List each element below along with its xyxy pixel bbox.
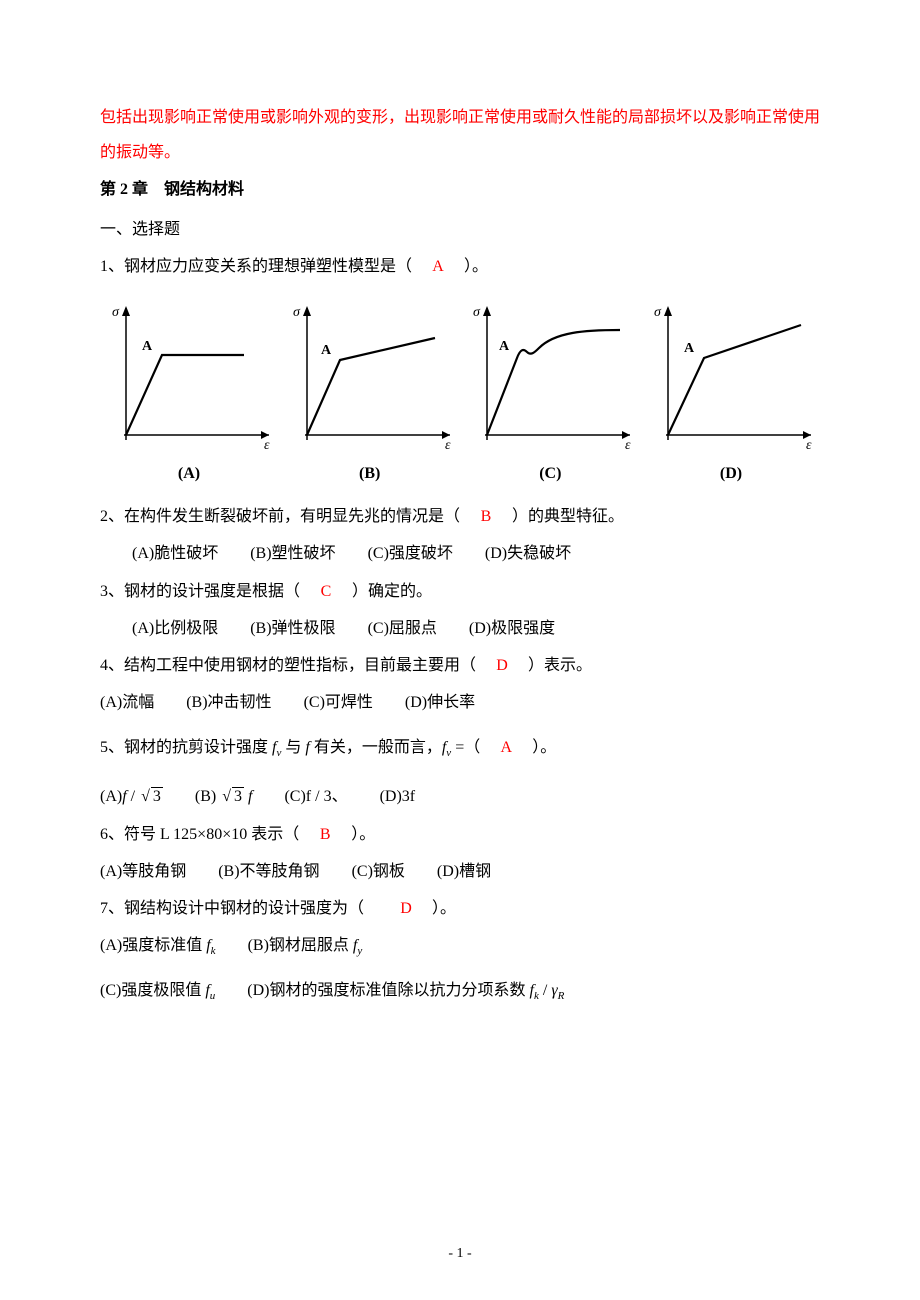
figure-c: σ ε A (C) bbox=[465, 300, 635, 491]
q7-optc-text: (C)强度极限值 bbox=[100, 982, 205, 999]
figure-b: σ ε A (B) bbox=[285, 300, 455, 491]
q3-prefix: 3、钢材的设计强度是根据（ bbox=[100, 583, 316, 600]
q7-opt-d: (D)钢材的强度标准值除以抗力分项系数 fk / γR bbox=[247, 973, 564, 1008]
q6-opt-c: (C)钢板 bbox=[352, 854, 405, 889]
q4-options: (A)流幅 (B)冲击韧性 (C)可焊性 (D)伸长率 bbox=[100, 685, 820, 720]
q6-answer: B bbox=[315, 817, 335, 852]
q4-opt-d: (D)伸长率 bbox=[405, 685, 475, 720]
svg-text:ε: ε bbox=[625, 438, 631, 450]
q2-opt-b: (B)塑性破坏 bbox=[250, 536, 335, 571]
svg-text:ε: ε bbox=[264, 438, 270, 450]
question-6: 6、符号 L 125×80×10 表示（ B ）。 bbox=[100, 817, 820, 852]
q6-options: (A)等肢角钢 (B)不等肢角钢 (C)钢板 (D)槽钢 bbox=[100, 854, 820, 889]
q7-optd-text: (D)钢材的强度标准值除以抗力分项系数 bbox=[247, 982, 529, 999]
q4-opt-a: (A)流幅 bbox=[100, 685, 154, 720]
q3-options: (A)比例极限 (B)弹性极限 (C)屈服点 (D)极限强度 bbox=[100, 611, 820, 646]
q3-opt-d: (D)极限强度 bbox=[469, 611, 555, 646]
svg-text:σ: σ bbox=[654, 305, 662, 320]
q3-opt-b: (B)弹性极限 bbox=[250, 611, 335, 646]
svg-text:A: A bbox=[499, 339, 510, 354]
svg-text:ε: ε bbox=[445, 438, 451, 450]
q2-opt-c: (C)强度破坏 bbox=[368, 536, 453, 571]
q5-opta-label: (A) bbox=[100, 788, 122, 805]
page-number: - 1 - bbox=[0, 1239, 920, 1270]
svg-text:A: A bbox=[684, 341, 695, 356]
section-heading: 一、选择题 bbox=[100, 212, 820, 247]
q6-suffix: ）。 bbox=[335, 826, 375, 843]
q4-answer: D bbox=[492, 648, 512, 683]
q1-prefix: 1、钢材应力应变关系的理想弹塑性模型是（ bbox=[100, 258, 428, 275]
question-5: 5、钢材的抗剪设计强度 fv 与 f 有关，一般而言，fv =（ A ）。 bbox=[100, 730, 820, 765]
q7-suffix: ）。 bbox=[416, 900, 456, 917]
q7-optb-text: (B)钢材屈服点 bbox=[248, 937, 353, 954]
q7-options-line1: (A)强度标准值 fk (B)钢材屈服点 fy bbox=[100, 928, 820, 963]
intro-paragraph: 包括出现影响正常使用或影响外观的变形，出现影响正常使用或耐久性能的局部损坏以及影… bbox=[100, 100, 820, 170]
q7-options-line2: (C)强度极限值 fu (D)钢材的强度标准值除以抗力分项系数 fk / γR bbox=[100, 973, 820, 1008]
q7-opt-a: (A)强度标准值 fk bbox=[100, 928, 216, 963]
q2-answer: B bbox=[476, 499, 496, 534]
svg-text:σ: σ bbox=[293, 305, 301, 320]
q2-prefix: 2、在构件发生断裂破坏前，有明显先兆的情况是（ bbox=[100, 508, 476, 525]
q5-options: (A)f / 3 (B) 3 f (C)f / 3、 (D)3f bbox=[100, 779, 820, 814]
q4-opt-c: (C)可焊性 bbox=[304, 685, 373, 720]
question-2: 2、在构件发生断裂破坏前，有明显先兆的情况是（ B ）的典型特征。 bbox=[100, 499, 820, 534]
stress-strain-figures: σ ε A (A) σ ε A (B) σ ε A ( bbox=[100, 300, 820, 491]
question-3: 3、钢材的设计强度是根据（ C ）确定的。 bbox=[100, 574, 820, 609]
q5-suffix: ）。 bbox=[516, 739, 556, 756]
q6-opt-b: (B)不等肢角钢 bbox=[218, 854, 319, 889]
q2-options: (A)脆性破坏 (B)塑性破坏 (C)强度破坏 (D)失稳破坏 bbox=[100, 536, 820, 571]
svg-text:A: A bbox=[321, 343, 332, 358]
q2-opt-a: (A)脆性破坏 bbox=[132, 536, 218, 571]
q4-suffix: ）表示。 bbox=[512, 657, 592, 674]
q5-prefix: 5、钢材的抗剪设计强度 bbox=[100, 739, 272, 756]
figure-a-label: (A) bbox=[104, 456, 274, 491]
svg-text:ε: ε bbox=[806, 438, 812, 450]
q5-mid2: 有关，一般而言， bbox=[310, 739, 442, 756]
question-1: 1、钢材应力应变关系的理想弹塑性模型是（ A ）。 bbox=[100, 249, 820, 284]
q5-mid: 与 bbox=[281, 739, 305, 756]
q4-opt-b: (B)冲击韧性 bbox=[186, 685, 271, 720]
q4-prefix: 4、结构工程中使用钢材的塑性指标，目前最主要用（ bbox=[100, 657, 492, 674]
figure-d-label: (D) bbox=[646, 456, 816, 491]
q7-opta-text: (A)强度标准值 bbox=[100, 937, 206, 954]
q3-suffix: ）确定的。 bbox=[336, 583, 432, 600]
q5-optb-label: (B) bbox=[195, 788, 220, 805]
q5-opt-a: (A)f / 3 bbox=[100, 779, 163, 814]
svg-text:A: A bbox=[142, 339, 153, 354]
q5-eq: =（ bbox=[451, 739, 496, 756]
figure-d: σ ε A (D) bbox=[646, 300, 816, 491]
svg-text:σ: σ bbox=[473, 305, 481, 320]
q7-opt-b: (B)钢材屈服点 fy bbox=[248, 928, 363, 963]
q5-opt-b: (B) 3 f bbox=[195, 779, 253, 814]
q7-answer: D bbox=[396, 891, 416, 926]
q5-opt-c: (C)f / 3、 bbox=[284, 779, 347, 814]
svg-text:σ: σ bbox=[112, 305, 120, 320]
q5-answer: A bbox=[496, 730, 516, 765]
fv-sub: v bbox=[276, 747, 281, 759]
q6-prefix: 6、符号 L 125×80×10 表示（ bbox=[100, 826, 315, 843]
fv-sub-2: v bbox=[446, 747, 451, 759]
q3-opt-c: (C)屈服点 bbox=[368, 611, 437, 646]
q5-opt-d: (D)3f bbox=[380, 779, 416, 814]
q6-opt-a: (A)等肢角钢 bbox=[100, 854, 186, 889]
q2-suffix: ）的典型特征。 bbox=[496, 508, 624, 525]
figure-b-label: (B) bbox=[285, 456, 455, 491]
question-7: 7、钢结构设计中钢材的设计强度为（ D ）。 bbox=[100, 891, 820, 926]
q1-answer: A bbox=[428, 249, 448, 284]
question-4: 4、结构工程中使用钢材的塑性指标，目前最主要用（ D ）表示。 bbox=[100, 648, 820, 683]
figure-c-label: (C) bbox=[465, 456, 635, 491]
q3-opt-a: (A)比例极限 bbox=[132, 611, 218, 646]
figure-a: σ ε A (A) bbox=[104, 300, 274, 491]
chapter-title: 第 2 章 钢结构材料 bbox=[100, 172, 820, 207]
q6-opt-d: (D)槽钢 bbox=[437, 854, 491, 889]
q7-opt-c: (C)强度极限值 fu bbox=[100, 973, 215, 1008]
q7-prefix: 7、钢结构设计中钢材的设计强度为（ bbox=[100, 900, 396, 917]
q1-suffix: ）。 bbox=[448, 258, 488, 275]
q2-opt-d: (D)失稳破坏 bbox=[485, 536, 571, 571]
q3-answer: C bbox=[316, 574, 336, 609]
